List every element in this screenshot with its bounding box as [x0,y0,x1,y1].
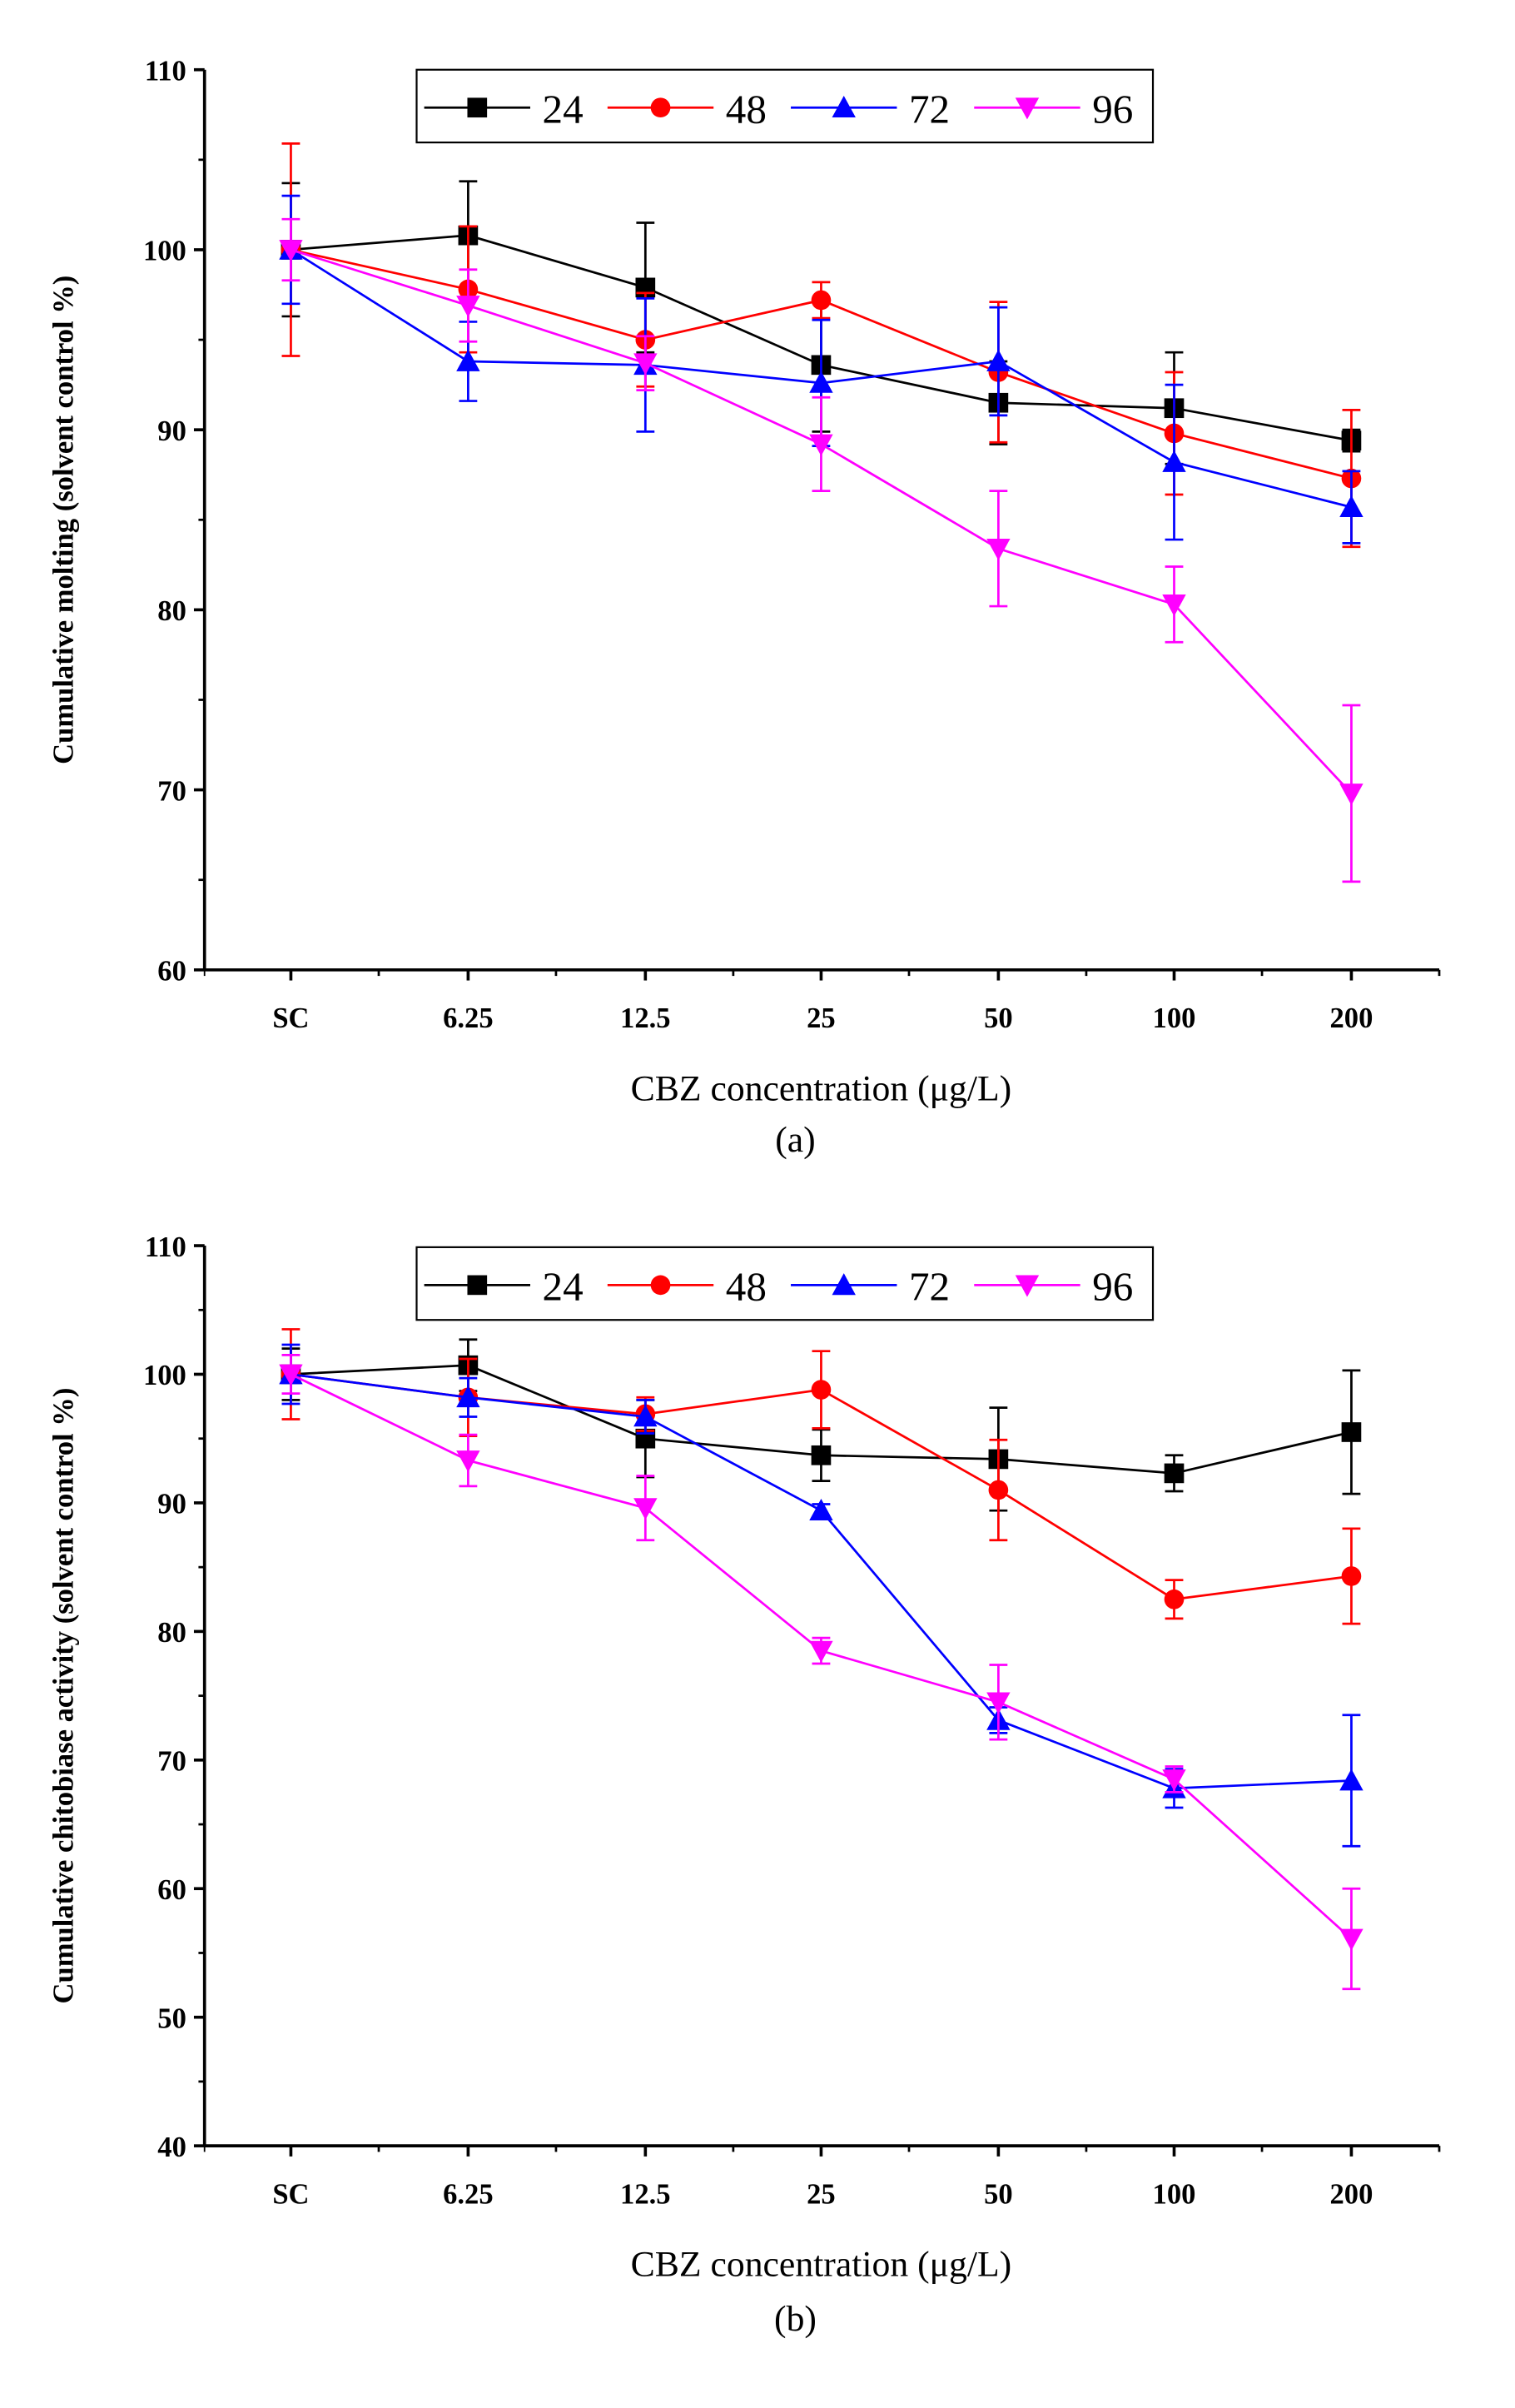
legend-label: 72 [909,86,950,132]
triangle-up-marker [633,1405,658,1427]
x-tick-label: 100 [1153,1003,1196,1034]
legend-label: 72 [909,1264,950,1310]
triangle-down-marker [986,1692,1011,1714]
x-tick-label: 50 [984,2178,1013,2210]
triangle-up-marker [986,349,1011,371]
legend-label: 24 [543,1264,584,1310]
square-marker [467,1275,488,1296]
x-tick-label: 100 [1153,2178,1196,2210]
triangle-up-marker [1339,495,1364,517]
x-tick-label: 25 [807,1003,836,1034]
triangle-down-marker [456,296,480,318]
triangle-up-marker [809,371,833,393]
legend-label: 96 [1092,1264,1133,1310]
y-tick-label: 70 [157,775,186,807]
legend-label: 48 [726,1264,767,1310]
triangle-down-marker [279,240,303,262]
circle-marker [650,1275,671,1296]
x-axis-label: CBZ concentration (μg/L) [631,1068,1012,1108]
y-tick-label: 110 [145,1231,186,1263]
series-72 [279,194,1364,545]
x-tick-label: 200 [1330,2178,1373,2210]
x-tick-label: 25 [807,2178,836,2210]
x-axis-label: CBZ concentration (μg/L) [631,2245,1012,2285]
y-tick-label: 90 [157,1489,186,1520]
y-tick-label: 50 [157,2003,186,2034]
triangle-down-marker [1162,1769,1186,1792]
triangle-down-marker [986,539,1011,561]
triangle-down-marker [633,353,658,376]
y-tick-label: 80 [157,595,186,627]
triangle-down-marker [1015,97,1040,120]
x-tick-label: 6.25 [443,2178,494,2210]
circle-marker [1341,1566,1362,1586]
x-tick-label: 12.5 [620,2178,671,2210]
triangle-down-marker [1339,784,1364,806]
x-tick-label: 200 [1330,1003,1373,1034]
circle-marker [811,1380,832,1400]
x-tick-label: 12.5 [620,1003,671,1034]
y-tick-label: 110 [145,55,186,87]
y-tick-label: 70 [157,1746,186,1778]
triangle-down-marker [279,1364,303,1386]
square-marker [811,1445,832,1465]
legend: 24 48 72 96 [415,68,1155,144]
legend-box [415,1246,1155,1321]
legend-label: 48 [726,86,767,132]
y-tick-label: 100 [143,236,186,267]
triangle-down-marker [1339,1928,1364,1951]
y-tick-label: 90 [157,415,186,447]
circle-marker [988,1480,1009,1500]
x-tick-label: 6.25 [443,1003,494,1034]
circle-marker [650,97,671,118]
triangle-down-marker [633,1498,658,1520]
chart-panel-b: 40 50 60 70 80 90 100 110 SC 6.25 12.5 25 50 100 200 CB… [47,1231,1441,2339]
legend: 24 48 72 96 [415,1246,1155,1321]
circle-marker [811,290,832,311]
y-tick-label: 100 [143,1360,186,1391]
x-tick-label: 50 [984,1003,1013,1034]
y-tick-label: 60 [157,1874,186,1906]
square-marker [467,97,488,118]
triangle-down-marker [456,1450,480,1473]
legend-label: 24 [543,86,584,132]
series-96 [279,1353,1364,1991]
square-marker [1164,1463,1185,1484]
x-tick-label: SC [272,2178,309,2210]
series-96 [279,217,1364,883]
panel-caption: (b) [774,2299,817,2339]
triangle-up-marker [832,1273,856,1296]
chart-panel-a: 60 70 80 90 100 110 SC 6.25 12.5 25 50 100 200 CBZ co… [47,55,1441,1160]
triangle-down-marker [1015,1275,1040,1297]
y-tick-label: 60 [157,956,186,988]
triangle-up-marker [809,1499,833,1521]
x-tick-label: SC [272,1003,309,1034]
panel-caption: (a) [775,1120,815,1160]
square-marker [1341,1422,1362,1442]
circle-marker [1164,1589,1185,1609]
triangle-up-marker [1162,450,1186,472]
triangle-up-marker [456,349,480,371]
triangle-up-marker [1339,1769,1364,1791]
legend-label: 96 [1092,86,1133,132]
triangle-down-marker [809,434,833,456]
y-axis-label: Cumulative chitobiase activity (solvent … [47,1388,79,2004]
triangle-up-marker [832,96,856,118]
y-axis-label: Cumulative molting (solvent control %) [47,276,79,764]
legend-box [415,68,1155,144]
y-tick-label: 40 [157,2132,186,2163]
triangle-up-marker [456,1386,480,1408]
y-tick-label: 80 [157,1617,186,1649]
triangle-down-marker [1162,595,1186,617]
triangle-down-marker [809,1640,833,1663]
